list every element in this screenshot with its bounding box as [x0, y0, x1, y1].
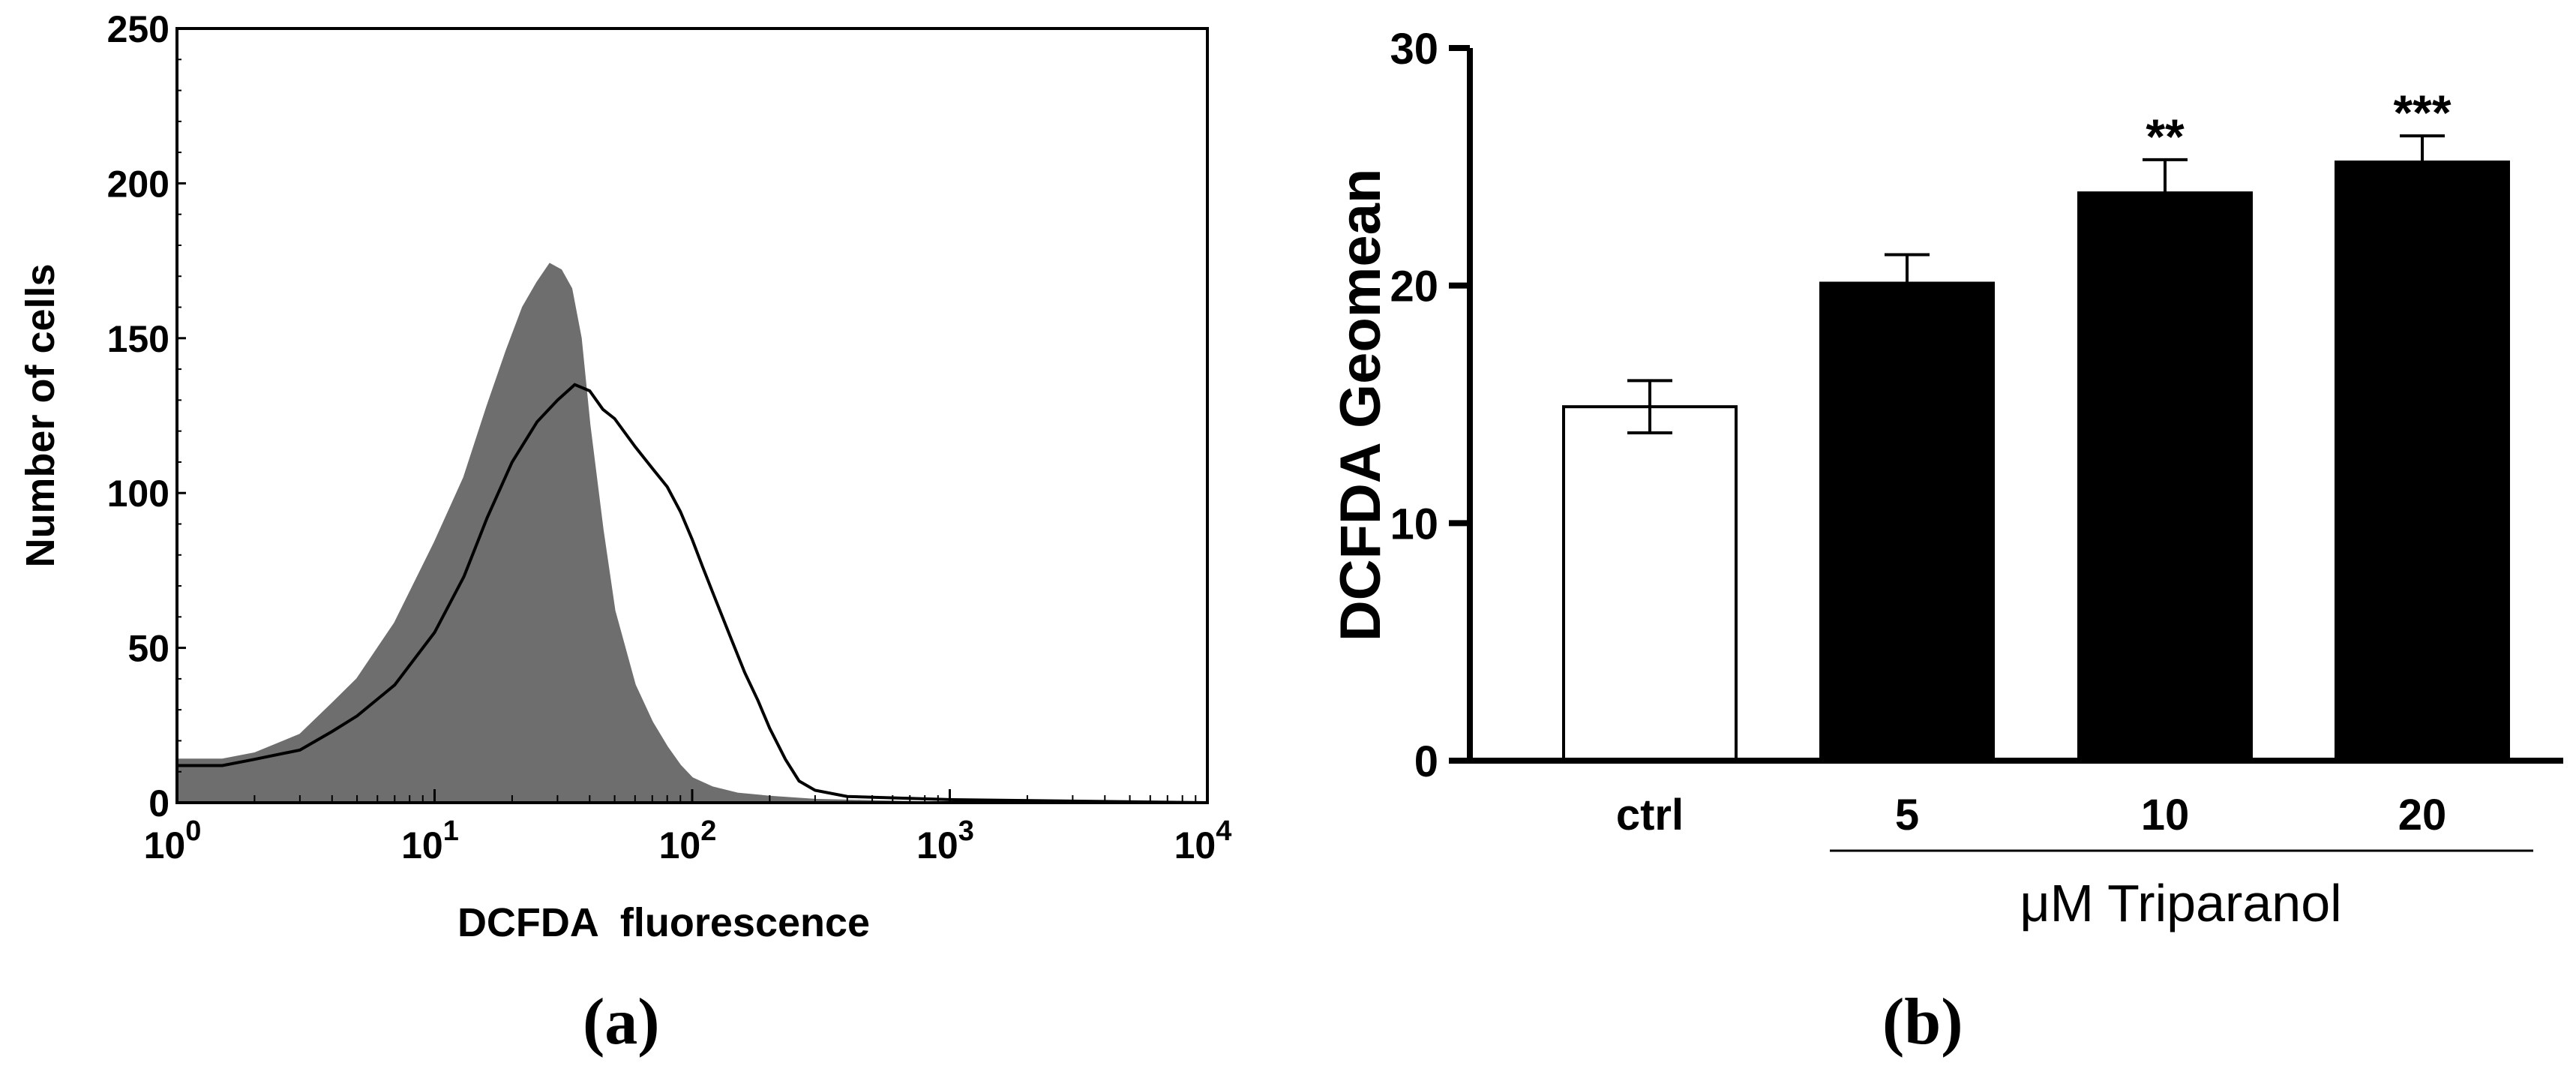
x-tick-label: 100	[144, 815, 202, 866]
y-axis-label: DCFDA Geomean	[1329, 169, 1393, 642]
histogram-outline-series	[177, 383, 1208, 804]
bar-10	[2077, 191, 2253, 762]
x-tick-label: 103	[916, 815, 974, 866]
x-tick-label: ctrl	[1616, 791, 1684, 839]
category-labels: ctrl 5 10 20	[1616, 791, 2446, 839]
panel-label-b: (b)	[1882, 986, 1963, 1058]
y-tick-label: 30	[1390, 25, 1438, 74]
y-tick-label: 10	[1390, 500, 1438, 548]
y-tick-label: 50	[127, 628, 169, 670]
x-tick-label: 10	[2141, 791, 2190, 839]
bar-20	[2335, 161, 2510, 762]
bar-series: ** ***	[1562, 85, 2510, 763]
y-axis-ticks: 0 10 20 30	[1390, 25, 1470, 786]
histogram-filled-series	[176, 263, 1207, 803]
y-axis-label: Number of cells	[18, 263, 63, 567]
histogram-filled-area	[176, 263, 1207, 803]
panel-label-a: (a)	[583, 986, 660, 1058]
y-tick-label: 100	[107, 473, 169, 515]
y-tick-label: 0	[148, 782, 169, 824]
x-tick-label: 104	[1174, 815, 1232, 866]
x-tick-label: 20	[2398, 791, 2447, 839]
significance-label: ***	[2393, 85, 2451, 140]
y-tick-label: 20	[1390, 263, 1438, 311]
bar-5	[1819, 281, 1995, 762]
y-tick-label: 0	[1414, 737, 1438, 786]
significance-label: **	[2146, 109, 2185, 164]
y-tick-label: 200	[107, 163, 169, 205]
x-axis-label: DCFDA fluorescence	[457, 900, 870, 945]
x-tick-label: 102	[659, 815, 717, 866]
histogram-outline-line	[177, 383, 1208, 804]
bar-ctrl	[1562, 405, 1738, 763]
x-axis-ticks: 100 101 102 103 104	[144, 789, 1232, 866]
group-label: μM Triparanol	[2020, 874, 2341, 932]
y-tick-label: 250	[107, 8, 169, 50]
x-tick-label: 101	[401, 815, 459, 866]
y-axis-ticks: 0 50 100 150 200 250	[107, 8, 186, 824]
x-tick-label: 5	[1895, 791, 1919, 839]
y-tick-label: 150	[107, 318, 169, 360]
